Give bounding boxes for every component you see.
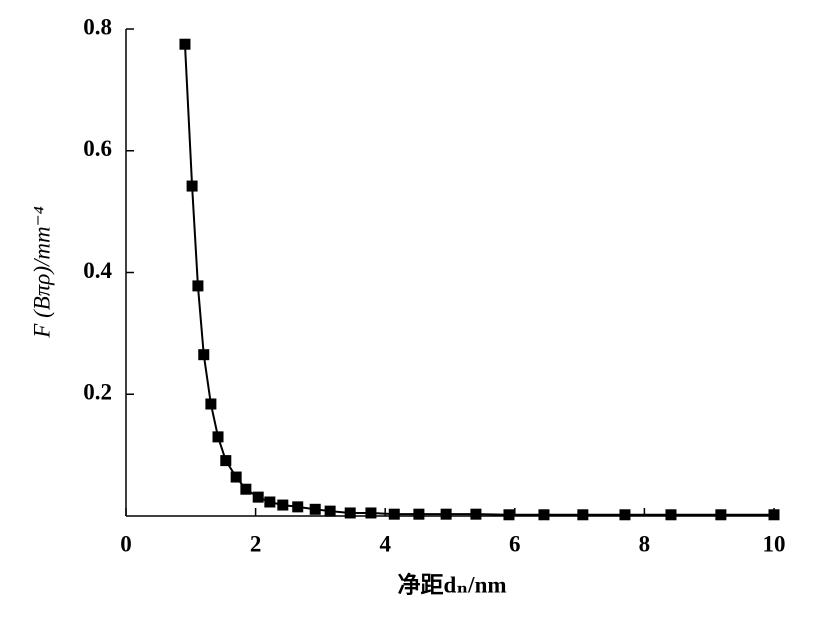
marker (309, 503, 321, 515)
marker (277, 499, 289, 511)
marker (768, 509, 780, 521)
y-tick-label: 0.4 (83, 258, 112, 283)
marker (503, 509, 515, 521)
marker (292, 501, 304, 513)
marker (619, 509, 631, 521)
marker (344, 507, 356, 519)
x-axis-label: 净距dₙ/nm (397, 571, 506, 597)
y-tick-label: 0.6 (83, 136, 112, 161)
marker (413, 508, 425, 520)
marker (230, 471, 242, 483)
x-tick-label: 4 (379, 531, 391, 556)
marker (240, 483, 252, 495)
marker (220, 455, 232, 467)
marker (205, 398, 217, 410)
series-line (183, 44, 774, 516)
marker (470, 508, 482, 520)
marker (192, 280, 204, 292)
x-tick-label: 0 (120, 531, 132, 556)
marker (715, 509, 727, 521)
marker (179, 38, 191, 50)
marker (186, 180, 198, 192)
y-tick-label: 0.2 (83, 380, 112, 405)
marker (264, 496, 276, 508)
y-tick-label: 0.8 (83, 14, 112, 39)
y-axis-label: F (Bπρ)/mm⁻⁴ (29, 206, 54, 338)
x-tick-label: 6 (509, 531, 521, 556)
marker (198, 349, 210, 361)
marker (365, 507, 377, 519)
x-tick-label: 8 (639, 531, 651, 556)
marker (440, 508, 452, 520)
x-tick-label: 2 (250, 531, 262, 556)
marker (577, 509, 589, 521)
marker (538, 509, 550, 521)
marker (388, 508, 400, 520)
marker (324, 505, 336, 517)
marker (252, 491, 264, 503)
x-tick-label: 10 (763, 531, 786, 556)
marker (665, 509, 677, 521)
marker (212, 431, 224, 443)
